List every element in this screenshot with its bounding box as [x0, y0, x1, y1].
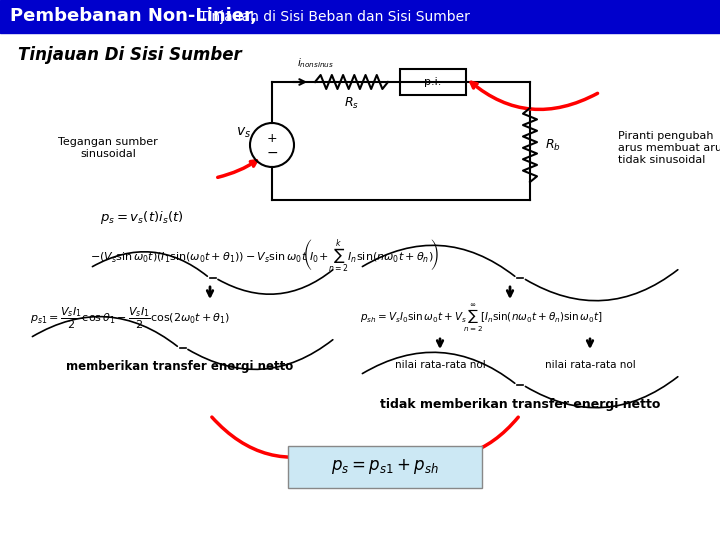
Text: $i_{nonsinus}$: $i_{nonsinus}$	[297, 56, 335, 70]
Text: $-(V_s\sin\omega_0 t)(I_1\sin(\omega_0 t+\theta_1))-V_s\sin\omega_0 t\!\left(\!I: $-(V_s\sin\omega_0 t)(I_1\sin(\omega_0 t…	[90, 237, 439, 273]
Text: p.i.: p.i.	[424, 77, 441, 87]
Text: nilai rata-rata nol: nilai rata-rata nol	[395, 360, 485, 370]
Text: Tegangan sumber
sinusoidal: Tegangan sumber sinusoidal	[58, 137, 158, 159]
Text: Pembebanan Non-Linier,: Pembebanan Non-Linier,	[10, 8, 257, 25]
FancyBboxPatch shape	[288, 446, 482, 488]
Text: tidak memberikan transfer energi netto: tidak memberikan transfer energi netto	[380, 398, 660, 411]
Text: nilai rata-rata nol: nilai rata-rata nol	[544, 360, 635, 370]
Text: $p_s = v_s(t)i_s(t)$: $p_s = v_s(t)i_s(t)$	[100, 210, 184, 226]
Text: $R_s$: $R_s$	[344, 96, 359, 111]
Text: Piranti pengubah
arus membuat arus
tidak sinusoidal: Piranti pengubah arus membuat arus tidak…	[618, 131, 720, 165]
Text: $p_{sh}=V_s I_0\sin\omega_0 t+V_s\!\sum_{n=2}^{\infty}\![I_n\sin(n\omega_0 t+\th: $p_{sh}=V_s I_0\sin\omega_0 t+V_s\!\sum_…	[360, 302, 603, 334]
Text: +: +	[266, 132, 277, 145]
Bar	[400, 69, 466, 95]
Text: −: −	[266, 146, 278, 160]
Text: Tinjauan Di Sisi Sumber: Tinjauan Di Sisi Sumber	[18, 46, 242, 64]
Text: memberikan transfer energi netto: memberikan transfer energi netto	[66, 360, 294, 373]
Bar	[0, 0, 720, 33]
Text: $p_s = p_{s1} + p_{sh}$: $p_s = p_{s1} + p_{sh}$	[331, 457, 439, 476]
Text: $v_s$: $v_s$	[236, 126, 251, 140]
Text: Tinjauan di Sisi Beban dan Sisi Sumber: Tinjauan di Sisi Beban dan Sisi Sumber	[195, 10, 470, 24]
Text: $p_{s1}=\dfrac{V_s I_1}{2}\cos\theta_1-\dfrac{V_s I_1}{2}\cos(2\omega_0 t+\theta: $p_{s1}=\dfrac{V_s I_1}{2}\cos\theta_1-\…	[30, 305, 230, 330]
Text: $R_b$: $R_b$	[545, 138, 561, 152]
